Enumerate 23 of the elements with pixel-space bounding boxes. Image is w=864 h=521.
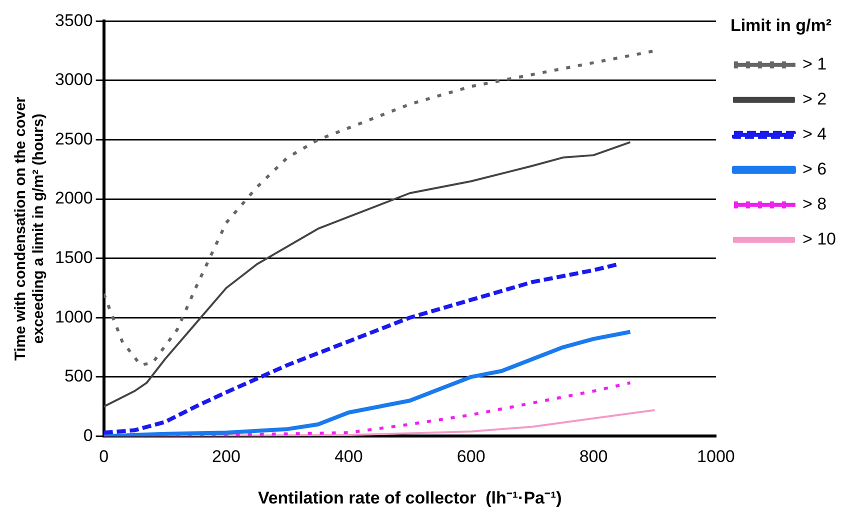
- legend-title: Limit in g/m²: [730, 16, 832, 36]
- x-tick-label: 600: [456, 447, 486, 466]
- x-tick-label: 200: [212, 447, 240, 466]
- y-tick-label: 2500: [54, 129, 93, 148]
- x-tick-label: 800: [579, 447, 608, 466]
- y-tick-label: 3000: [54, 70, 93, 90]
- x-tick-label: 1000: [697, 447, 735, 466]
- legend-label: > 8: [802, 194, 827, 214]
- legend-label: > 10: [802, 230, 836, 249]
- x-axis-title: Ventilation rate of collector (lh⁻¹·Pa⁻¹): [258, 488, 562, 508]
- y-tick-label: 3500: [54, 10, 93, 30]
- legend-label: > 6: [802, 160, 827, 179]
- legend-label: > 4: [802, 124, 827, 144]
- x-tick-label: 0: [99, 447, 109, 466]
- legend-label: > 1: [802, 54, 827, 74]
- y-tick-label: 0: [83, 426, 93, 445]
- x-tick-label: 400: [334, 447, 363, 466]
- y-tick-label: 1000: [54, 307, 93, 326]
- y-tick-label: 1500: [54, 248, 93, 268]
- y-tick-label: 2000: [54, 188, 93, 208]
- y-tick-label: 500: [64, 366, 93, 386]
- legend-label: > 2: [802, 90, 827, 109]
- y-axis-title: Time with condensation on the cover exceeding a limit in g/m² (hours): [12, 96, 48, 361]
